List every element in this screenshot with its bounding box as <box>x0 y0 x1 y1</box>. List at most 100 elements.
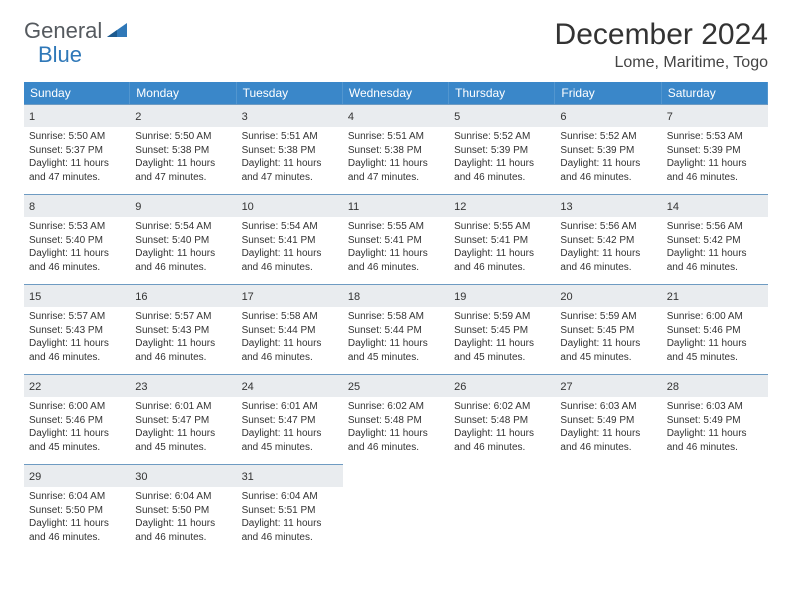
day-number: 29 <box>29 471 41 483</box>
day-number: 24 <box>242 381 254 393</box>
day-number: 28 <box>667 381 679 393</box>
daylight-line-2: and 46 minutes. <box>560 261 656 275</box>
day-header: Wednesday <box>343 82 449 104</box>
daynum-row: 9 <box>130 195 236 217</box>
day-cell: 20Sunrise: 5:59 AMSunset: 5:45 PMDayligh… <box>555 284 661 374</box>
day-number: 31 <box>242 471 254 483</box>
daylight-line-2: and 46 minutes. <box>348 261 444 275</box>
daynum-row: 19 <box>449 285 555 307</box>
sunset-line: Sunset: 5:37 PM <box>29 144 125 158</box>
daylight-line-1: Daylight: 11 hours <box>135 247 231 261</box>
sunrise-line: Sunrise: 5:56 AM <box>667 220 763 234</box>
sunrise-line: Sunrise: 5:55 AM <box>348 220 444 234</box>
daylight-line-2: and 46 minutes. <box>667 441 763 455</box>
sunrise-line: Sunrise: 5:58 AM <box>242 310 338 324</box>
sunrise-line: Sunrise: 6:00 AM <box>667 310 763 324</box>
day-cell: 1Sunrise: 5:50 AMSunset: 5:37 PMDaylight… <box>24 104 130 194</box>
sunset-line: Sunset: 5:40 PM <box>135 234 231 248</box>
sunset-line: Sunset: 5:47 PM <box>242 414 338 428</box>
daylight-line-1: Daylight: 11 hours <box>135 427 231 441</box>
sunset-line: Sunset: 5:48 PM <box>454 414 550 428</box>
daylight-line-1: Daylight: 11 hours <box>454 337 550 351</box>
day-header: Tuesday <box>237 82 343 104</box>
daylight-line-1: Daylight: 11 hours <box>348 427 444 441</box>
empty-cell <box>555 464 661 554</box>
daylight-line-2: and 47 minutes. <box>135 171 231 185</box>
day-cell: 23Sunrise: 6:01 AMSunset: 5:47 PMDayligh… <box>130 374 236 464</box>
daylight-line-2: and 45 minutes. <box>29 441 125 455</box>
sunset-line: Sunset: 5:39 PM <box>667 144 763 158</box>
day-header: Sunday <box>24 82 130 104</box>
sunrise-line: Sunrise: 5:57 AM <box>29 310 125 324</box>
daynum-row: 20 <box>555 285 661 307</box>
daylight-line-1: Daylight: 11 hours <box>29 427 125 441</box>
daynum-row: 12 <box>449 195 555 217</box>
daynum-row: 31 <box>237 465 343 487</box>
daynum-row: 7 <box>662 105 768 127</box>
day-cell: 22Sunrise: 6:00 AMSunset: 5:46 PMDayligh… <box>24 374 130 464</box>
daynum-row: 10 <box>237 195 343 217</box>
logo-triangle-icon <box>107 21 127 42</box>
day-cell: 4Sunrise: 5:51 AMSunset: 5:38 PMDaylight… <box>343 104 449 194</box>
daynum-row: 16 <box>130 285 236 307</box>
sunset-line: Sunset: 5:38 PM <box>135 144 231 158</box>
daynum-row: 11 <box>343 195 449 217</box>
daynum-row: 18 <box>343 285 449 307</box>
daylight-line-1: Daylight: 11 hours <box>667 247 763 261</box>
day-number: 17 <box>242 291 254 303</box>
daylight-line-2: and 46 minutes. <box>29 351 125 365</box>
daylight-line-1: Daylight: 11 hours <box>667 427 763 441</box>
sunrise-line: Sunrise: 5:50 AM <box>29 130 125 144</box>
sunset-line: Sunset: 5:42 PM <box>667 234 763 248</box>
sunrise-line: Sunrise: 5:57 AM <box>135 310 231 324</box>
header: General Blue December 2024 Lome, Maritim… <box>24 18 768 72</box>
daynum-row: 22 <box>24 375 130 397</box>
sunrise-line: Sunrise: 5:59 AM <box>560 310 656 324</box>
day-cell: 3Sunrise: 5:51 AMSunset: 5:38 PMDaylight… <box>237 104 343 194</box>
daynum-row: 24 <box>237 375 343 397</box>
daylight-line-1: Daylight: 11 hours <box>454 157 550 171</box>
location-text: Lome, Maritime, Togo <box>555 54 768 72</box>
sunrise-line: Sunrise: 5:53 AM <box>667 130 763 144</box>
day-cell: 12Sunrise: 5:55 AMSunset: 5:41 PMDayligh… <box>449 194 555 284</box>
daylight-line-2: and 46 minutes. <box>454 171 550 185</box>
daylight-line-2: and 46 minutes. <box>29 261 125 275</box>
day-cell: 16Sunrise: 5:57 AMSunset: 5:43 PMDayligh… <box>130 284 236 374</box>
day-cell: 10Sunrise: 5:54 AMSunset: 5:41 PMDayligh… <box>237 194 343 284</box>
day-cell: 13Sunrise: 5:56 AMSunset: 5:42 PMDayligh… <box>555 194 661 284</box>
day-number: 13 <box>560 201 572 213</box>
daynum-row: 26 <box>449 375 555 397</box>
day-cell: 31Sunrise: 6:04 AMSunset: 5:51 PMDayligh… <box>237 464 343 554</box>
sunset-line: Sunset: 5:38 PM <box>242 144 338 158</box>
day-number: 1 <box>29 111 35 123</box>
sunset-line: Sunset: 5:38 PM <box>348 144 444 158</box>
daylight-line-2: and 46 minutes. <box>667 261 763 275</box>
sunset-line: Sunset: 5:49 PM <box>560 414 656 428</box>
day-number: 20 <box>560 291 572 303</box>
daynum-row: 23 <box>130 375 236 397</box>
day-cell: 14Sunrise: 5:56 AMSunset: 5:42 PMDayligh… <box>662 194 768 284</box>
sunset-line: Sunset: 5:51 PM <box>242 504 338 518</box>
daylight-line-1: Daylight: 11 hours <box>242 427 338 441</box>
daylight-line-1: Daylight: 11 hours <box>560 427 656 441</box>
day-cell: 6Sunrise: 5:52 AMSunset: 5:39 PMDaylight… <box>555 104 661 194</box>
day-number: 8 <box>29 201 35 213</box>
sunrise-line: Sunrise: 6:02 AM <box>348 400 444 414</box>
day-number: 9 <box>135 201 141 213</box>
daylight-line-1: Daylight: 11 hours <box>560 337 656 351</box>
daylight-line-1: Daylight: 11 hours <box>348 337 444 351</box>
day-cell: 5Sunrise: 5:52 AMSunset: 5:39 PMDaylight… <box>449 104 555 194</box>
day-number: 3 <box>242 111 248 123</box>
day-cell: 2Sunrise: 5:50 AMSunset: 5:38 PMDaylight… <box>130 104 236 194</box>
day-number: 2 <box>135 111 141 123</box>
sunrise-line: Sunrise: 5:52 AM <box>454 130 550 144</box>
day-number: 27 <box>560 381 572 393</box>
sunrise-line: Sunrise: 6:04 AM <box>135 490 231 504</box>
day-cell: 18Sunrise: 5:58 AMSunset: 5:44 PMDayligh… <box>343 284 449 374</box>
daylight-line-2: and 46 minutes. <box>667 171 763 185</box>
daynum-row: 29 <box>24 465 130 487</box>
day-number: 25 <box>348 381 360 393</box>
sunrise-line: Sunrise: 5:54 AM <box>135 220 231 234</box>
daynum-row: 15 <box>24 285 130 307</box>
day-number: 12 <box>454 201 466 213</box>
